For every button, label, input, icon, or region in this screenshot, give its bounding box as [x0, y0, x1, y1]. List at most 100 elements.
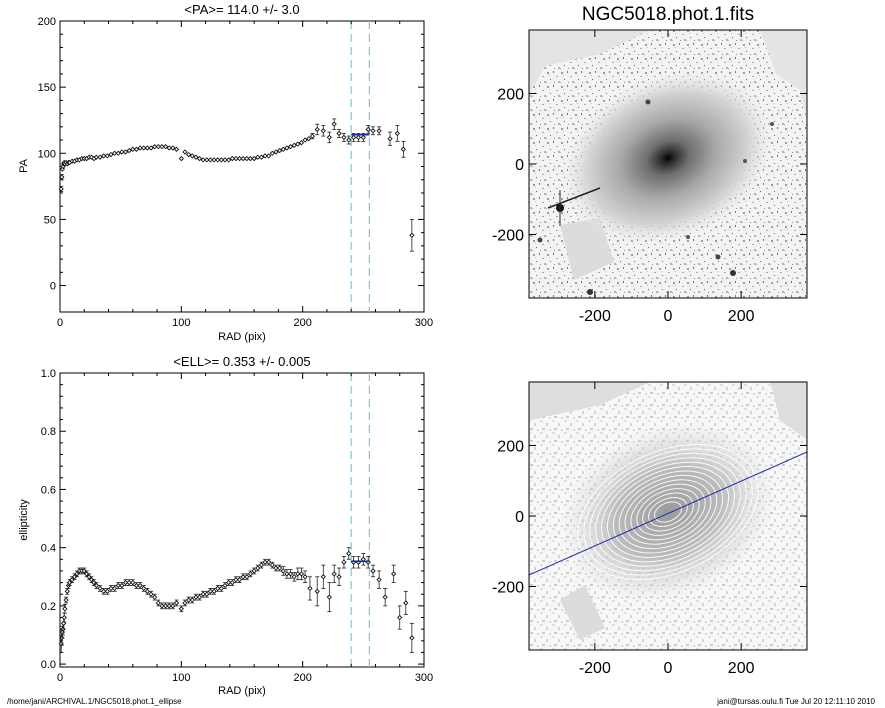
- ell-data-point: [185, 597, 192, 603]
- ell-data-point: [307, 585, 313, 592]
- pa-data-point: [302, 137, 308, 143]
- ell-data-point: [130, 579, 136, 586]
- ell-data-point: [346, 550, 352, 557]
- pa-data-point: [111, 150, 118, 156]
- ell-data-point: [141, 585, 147, 592]
- ell-data-point: [63, 597, 69, 603]
- pa-data-point: [314, 126, 320, 133]
- pa-ytick-label: 0: [50, 281, 56, 293]
- pa-data-point: [255, 154, 261, 160]
- pa-data-point: [226, 157, 232, 163]
- ell-data-point: [162, 603, 169, 609]
- ell-data-point: [148, 591, 154, 597]
- ell-data-point: [215, 585, 221, 592]
- pa-data-point: [97, 154, 103, 160]
- ell-data-point: [236, 577, 243, 583]
- ell-data-point: [276, 565, 283, 571]
- pa-data-point: [58, 186, 64, 192]
- ell-data-point: [269, 562, 275, 568]
- ell-data-point: [93, 582, 100, 589]
- pa-xtick-label: 200: [293, 317, 311, 329]
- pa-data-point: [104, 153, 110, 159]
- ell-data-point: [314, 588, 320, 594]
- pa-data-point: [331, 121, 337, 127]
- ell-data-point: [200, 591, 206, 597]
- ell-data-point: [397, 614, 403, 621]
- pa-data-point: [298, 140, 305, 146]
- isophote-xtick-label: 200: [728, 660, 755, 677]
- pa-data-point: [280, 146, 286, 152]
- ell-data-point: [251, 568, 257, 574]
- ell-data-point: [86, 574, 92, 580]
- galaxy-ytick-label: 0: [515, 157, 524, 174]
- pa-direction-line: [529, 451, 807, 576]
- ell-data-point: [287, 571, 294, 577]
- pa-xtick-label: 300: [415, 317, 433, 329]
- pa-data-point: [185, 151, 192, 158]
- ell-data-point: [233, 577, 239, 583]
- pa-data-point: [137, 145, 143, 151]
- pa-data-point: [365, 126, 371, 133]
- ell-plot-title: <ELL>= 0.353 +/- 0.005: [173, 354, 310, 369]
- ell-data-point: [115, 582, 121, 589]
- pa-data-point: [273, 149, 279, 155]
- ell-data-point: [273, 565, 279, 571]
- pa-data-point: [141, 145, 147, 151]
- pa-data-point: [108, 151, 114, 158]
- ell-data-point: [326, 594, 332, 600]
- pa-y-axis-label: PA: [18, 158, 30, 173]
- pa-data-point: [350, 134, 357, 141]
- ell-data-point: [101, 588, 107, 594]
- ell-data-point: [211, 588, 217, 594]
- ell-data-point: [91, 579, 97, 586]
- isophote-ellipse: [583, 448, 753, 576]
- ell-x-axis-label: RAD (pix): [218, 685, 266, 697]
- ell-data-point: [67, 579, 73, 586]
- ell-y-axis-label: ellipticity: [18, 499, 30, 541]
- ell-data-point: [159, 603, 165, 609]
- ell-data-point: [170, 603, 176, 609]
- pa-data-point: [215, 157, 221, 163]
- ell-data-point: [247, 571, 254, 577]
- ell-data-point: [229, 579, 235, 586]
- isophote-xtick-label: 0: [664, 660, 673, 677]
- ell-ytick-label: 0.8: [41, 426, 56, 438]
- pa-data-point: [126, 147, 132, 154]
- ell-data-point: [108, 585, 114, 592]
- pa-data-point: [287, 144, 294, 150]
- ell-xtick-label: 200: [293, 672, 311, 684]
- pa-data-point: [258, 154, 265, 160]
- pa-data-point: [59, 174, 65, 180]
- ell-data-point: [69, 577, 75, 583]
- ell-data-point: [182, 600, 188, 606]
- ell-data-point: [262, 559, 268, 565]
- pa-data-point: [159, 144, 165, 150]
- pa-data-point: [189, 153, 195, 159]
- ell-data-point: [302, 574, 308, 580]
- pa-data-point: [152, 144, 158, 150]
- galaxy-core: [562, 70, 774, 246]
- pa-data-point: [148, 145, 154, 151]
- ell-ytick-label: 0.4: [41, 543, 56, 555]
- ell-data-point: [226, 579, 232, 586]
- ell-data-point: [298, 571, 305, 577]
- ell-ytick-label: 0.2: [41, 601, 56, 613]
- ell-data-point: [255, 565, 261, 571]
- pa-data-point: [251, 155, 257, 162]
- pa-data-point: [218, 157, 225, 163]
- footer-timestamp: jani@tursas.oulu.fi Tue Jul 20 12:11:10 …: [717, 697, 875, 706]
- ell-data-point: [295, 571, 301, 577]
- pa-x-axis-label: RAD (pix): [218, 331, 266, 343]
- pa-data-point: [101, 153, 107, 159]
- ell-data-point: [244, 574, 250, 580]
- ell-data-point: [97, 585, 103, 592]
- pa-data-point: [269, 150, 275, 156]
- isophote-ellipse: [624, 479, 712, 545]
- pa-data-point: [122, 149, 129, 155]
- ell-data-point: [71, 574, 78, 580]
- pa-data-point: [341, 134, 347, 141]
- ell-ytick-label: 0.6: [41, 484, 56, 496]
- ell-data-point: [218, 585, 225, 592]
- pa-data-point: [309, 133, 316, 139]
- ell-data-point: [133, 582, 140, 589]
